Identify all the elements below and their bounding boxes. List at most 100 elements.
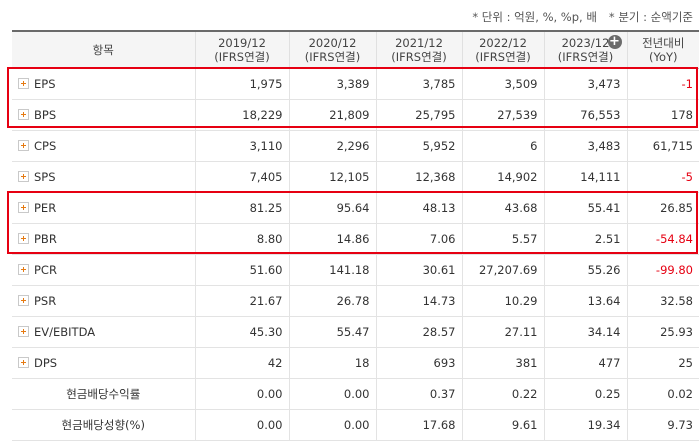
cell: 55.41: [543, 192, 627, 224]
cell: 0.37: [375, 378, 462, 410]
cell-yoy: 32.58: [626, 285, 699, 317]
cell: 81.25: [194, 192, 289, 224]
cell-yoy: 25: [626, 347, 699, 379]
cell: 477: [543, 347, 627, 379]
cell-yoy: 0.02: [626, 378, 699, 410]
row-label-per: PER: [34, 200, 57, 215]
cell: 1,975: [194, 68, 289, 100]
cell: 3,509: [461, 68, 544, 100]
cell: 27.11: [461, 316, 544, 348]
cell: 12,368: [375, 161, 462, 193]
expand-plus-icon[interactable]: [18, 170, 29, 182]
header-period-2019: 2019/12 (IFRS연결): [194, 30, 289, 69]
row-label-psr: PSR: [34, 293, 57, 308]
header-period-2023: + 2023/12 (IFRS연결): [543, 30, 627, 69]
cell: 3,785: [375, 68, 462, 100]
cell: 18,229: [194, 99, 289, 131]
cell: 9.61: [461, 409, 544, 441]
cell: 48.13: [375, 192, 462, 224]
table-row-psr: PSR 21.67 26.78 14.73 10.29 13.64 32.58: [12, 285, 699, 317]
cell-yoy: 61,715: [626, 130, 699, 162]
cell: 42: [194, 347, 289, 379]
cell: 14,902: [461, 161, 544, 193]
cell: 51.60: [194, 254, 289, 286]
expand-plus-icon[interactable]: [18, 108, 29, 120]
cell: 76,553: [543, 99, 627, 131]
cell: 12,105: [288, 161, 376, 193]
cell: 3,483: [543, 130, 627, 162]
cell: 17.68: [375, 409, 462, 441]
header-yoy: 전년대비 (YoY): [626, 30, 699, 69]
cell: 19.34: [543, 409, 627, 441]
row-label-payout-ratio: 현금배당성향(%): [12, 409, 195, 441]
header-period-2022: 2022/12 (IFRS연결): [461, 30, 544, 69]
cell: 27,207.69: [461, 254, 544, 286]
row-label-pbr: PBR: [34, 231, 57, 246]
table-row-dividend-yield: 현금배당수익률 0.00 0.00 0.37 0.22 0.25 0.02: [12, 378, 699, 410]
cell: 0.22: [461, 378, 544, 410]
cell: 55.47: [288, 316, 376, 348]
row-label-bps: BPS: [34, 107, 57, 122]
expand-plus-icon[interactable]: [18, 139, 29, 151]
cell: 18: [288, 347, 376, 379]
cell: 0.00: [288, 378, 376, 410]
cell: 5,952: [375, 130, 462, 162]
cell: 14.73: [375, 285, 462, 317]
cell: 28.57: [375, 316, 462, 348]
cell: 14.86: [288, 223, 376, 255]
row-label-cps: CPS: [34, 138, 57, 153]
cell: 7.06: [375, 223, 462, 255]
cell-yoy: 26.85: [626, 192, 699, 224]
cell: 693: [375, 347, 462, 379]
row-label-dividend-yield: 현금배당수익률: [12, 378, 195, 410]
row-label-dps: DPS: [34, 355, 58, 370]
table-row-bps: BPS 18,229 21,809 25,795 27,539 76,553 1…: [12, 99, 699, 131]
cell: 14,111: [543, 161, 627, 193]
cell: 55.26: [543, 254, 627, 286]
expand-plus-icon[interactable]: [18, 356, 29, 368]
cell: 2.51: [543, 223, 627, 255]
expand-plus-icon[interactable]: [18, 294, 29, 306]
expand-plus-icon[interactable]: [18, 325, 29, 337]
table-row-dps: DPS 42 18 693 381 477 25: [12, 347, 699, 379]
cell: 141.18: [288, 254, 376, 286]
cell: 8.80: [194, 223, 289, 255]
cell: 3,110: [194, 130, 289, 162]
cell: 0.25: [543, 378, 627, 410]
cell: 7,405: [194, 161, 289, 193]
cell: 0.00: [194, 378, 289, 410]
cell: 21,809: [288, 99, 376, 131]
cell: 34.14: [543, 316, 627, 348]
expand-columns-icon[interactable]: +: [607, 34, 622, 49]
cell: 25,795: [375, 99, 462, 131]
cell: 6: [461, 130, 544, 162]
expand-plus-icon[interactable]: [18, 201, 29, 213]
units-note: * 단위 : 억원, %, %p, 배 * 분기 : 순액기준: [472, 9, 693, 25]
row-label-pcr: PCR: [34, 262, 57, 277]
cell-yoy: -1: [626, 68, 699, 100]
cell: 2,296: [288, 130, 376, 162]
cell-yoy: 9.73: [626, 409, 699, 441]
cell: 26.78: [288, 285, 376, 317]
cell: 10.29: [461, 285, 544, 317]
table-header-row: 항목 2019/12 (IFRS연결) 2020/12 (IFRS연결) 202…: [12, 30, 699, 69]
row-label-ev-ebitda: EV/EBITDA: [34, 324, 96, 339]
unit-label: * 단위 : 억원, %, %p, 배: [472, 10, 597, 24]
financial-ratio-table: 항목 2019/12 (IFRS연결) 2020/12 (IFRS연결) 202…: [12, 30, 699, 441]
header-period-2020: 2020/12 (IFRS연결): [288, 30, 376, 69]
cell: 381: [461, 347, 544, 379]
cell: 95.64: [288, 192, 376, 224]
cell: 45.30: [194, 316, 289, 348]
row-label-sps: SPS: [34, 169, 56, 184]
table-row-eps: EPS 1,975 3,389 3,785 3,509 3,473 -1: [12, 68, 699, 100]
cell-yoy: 25.93: [626, 316, 699, 348]
cell-yoy: -54.84: [626, 223, 699, 255]
expand-plus-icon[interactable]: [18, 77, 29, 89]
table-row-pbr: PBR 8.80 14.86 7.06 5.57 2.51 -54.84: [12, 223, 699, 255]
table-row-cps: CPS 3,110 2,296 5,952 6 3,483 61,715: [12, 130, 699, 162]
cell: 5.57: [461, 223, 544, 255]
cell: 3,473: [543, 68, 627, 100]
cell: 13.64: [543, 285, 627, 317]
expand-plus-icon[interactable]: [18, 263, 29, 275]
expand-plus-icon[interactable]: [18, 232, 29, 244]
